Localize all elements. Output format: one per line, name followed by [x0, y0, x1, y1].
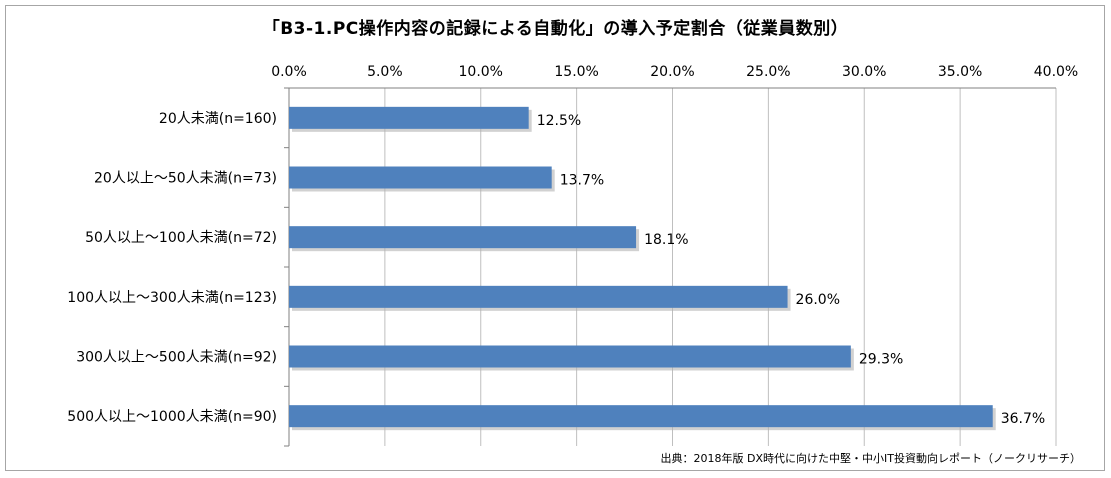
- x-tick-label: 15.0%: [554, 64, 598, 80]
- category-label: 300人以上～500人未満(n=92): [76, 350, 277, 366]
- bar: [289, 345, 851, 368]
- x-tick-label: 35.0%: [938, 64, 982, 80]
- x-tick-label: 30.0%: [842, 64, 886, 80]
- x-tick-label: 25.0%: [746, 64, 790, 80]
- x-tick-label: 20.0%: [650, 64, 694, 80]
- source-note: 出典：2018年版 DX時代に向けた中堅・中小IT投資動向レポート（ノークリサー…: [660, 452, 1081, 465]
- value-label: 29.3%: [859, 352, 903, 368]
- chart-title: 「B3-1.PC操作内容の記録による自動化」の導入予定割合（従業員数別）: [262, 19, 849, 39]
- category-label: 500人以上～1000人未満(n=90): [67, 409, 277, 425]
- x-tick-label: 5.0%: [367, 64, 403, 80]
- bar: [289, 405, 993, 428]
- value-label: 26.0%: [796, 292, 840, 308]
- x-tick-label: 10.0%: [459, 64, 503, 80]
- bar: [289, 166, 552, 189]
- x-tick-label: 0.0%: [271, 64, 307, 80]
- category-label: 20人未満(n=160): [159, 111, 277, 127]
- value-label: 12.5%: [537, 113, 581, 129]
- value-label: 18.1%: [644, 232, 688, 248]
- value-label: 13.7%: [560, 173, 604, 189]
- bar: [289, 285, 788, 308]
- value-label: 36.7%: [1001, 411, 1045, 427]
- x-tick-label: 40.0%: [1034, 64, 1078, 80]
- bar: [289, 106, 529, 129]
- bar: [289, 226, 637, 249]
- category-label: 50人以上～100人未満(n=72): [85, 230, 277, 246]
- category-label: 20人以上～50人未満(n=73): [94, 171, 277, 187]
- category-label: 100人以上～300人未満(n=123): [67, 290, 277, 306]
